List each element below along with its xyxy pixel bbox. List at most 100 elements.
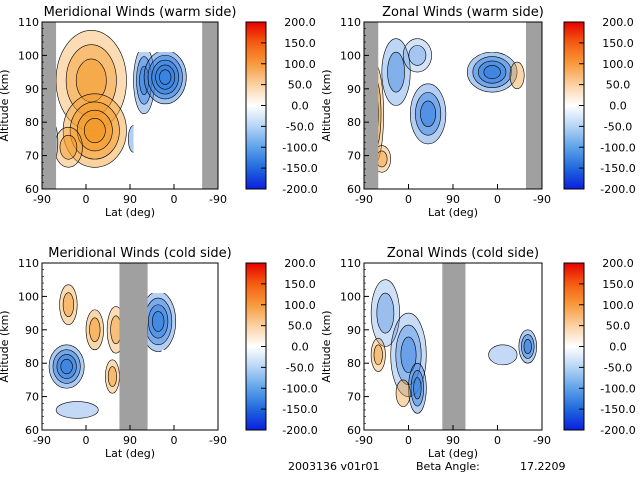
- panel-title: Zonal Winds (cold side): [387, 246, 539, 261]
- panel-title: Meridional Winds (warm side): [44, 5, 237, 20]
- contour-region: [60, 359, 73, 375]
- x-tick-label: 0: [405, 434, 412, 447]
- colorbar-tick-label: 200.0: [602, 257, 634, 270]
- colorbar-tick-label: 100.0: [602, 58, 634, 71]
- y-tick-label: 80: [347, 357, 361, 370]
- y-tick-label: 90: [347, 324, 361, 337]
- y-tick-label: 110: [340, 257, 361, 270]
- blank-region: [456, 108, 526, 189]
- colorbar-tick-label: 0.0: [291, 341, 309, 354]
- y-tick-label: 110: [18, 257, 39, 270]
- blank-region: [133, 22, 203, 53]
- x-tick-label: 90: [446, 193, 460, 206]
- beta-angle-value: 17.2209: [520, 460, 566, 473]
- x-tick-label: -90: [33, 434, 51, 447]
- colorbar-tick-label: 150.0: [284, 278, 316, 291]
- contour-region: [59, 134, 78, 160]
- colorbar-tick-label: -50.0: [604, 361, 632, 374]
- contour-region: [89, 317, 101, 343]
- contour-region: [420, 100, 437, 128]
- wind-panel-2: Zonal Winds (warm side) 60 70 80 90 100 110 -90…: [320, 5, 636, 219]
- figure-footer: 2003136 v01r01 Beta Angle: 17.2209: [288, 460, 566, 473]
- y-tick-label: 70: [347, 391, 361, 404]
- y-tick-label: 80: [347, 116, 361, 129]
- x-tick-label: 90: [123, 193, 137, 206]
- y-tick-label: 60: [25, 183, 39, 196]
- x-tick-label: -90: [209, 434, 227, 447]
- contour-region: [151, 311, 165, 332]
- y-tick-label: 90: [347, 83, 361, 96]
- blank-region: [147, 263, 218, 294]
- colorbar-tick-label: 0.0: [609, 100, 627, 113]
- y-tick-label: 100: [18, 290, 39, 303]
- contour-region: [483, 65, 501, 80]
- contour-region: [159, 69, 172, 85]
- y-tick-label: 70: [347, 150, 361, 163]
- y-tick-label: 60: [25, 424, 39, 437]
- x-tick-label: -90: [355, 434, 373, 447]
- y-axis-label: Altitude (km): [320, 310, 333, 382]
- wind-panel-4: Zonal Winds (cold side) 60 70 80 90 100 110 -90…: [320, 246, 636, 460]
- colorbar-tick-label: -150.0: [282, 162, 317, 175]
- blank-region: [161, 349, 218, 430]
- colorbar-tick-label: 150.0: [602, 37, 634, 50]
- x-axis-label: Lat (deg): [105, 447, 155, 460]
- y-tick-label: 90: [25, 83, 39, 96]
- no-data-band: [202, 22, 218, 189]
- x-tick-label: 0: [171, 193, 178, 206]
- wind-panel-3: Meridional Winds (cold side) 60 70 80 90 100 1…: [0, 246, 318, 460]
- no-data-band: [42, 22, 57, 189]
- x-tick-label: -90: [533, 193, 551, 206]
- contour-region: [488, 344, 518, 366]
- colorbar-tick-label: 150.0: [602, 278, 634, 291]
- colorbar-tick-label: -200.0: [282, 183, 317, 196]
- colorbar-tick-label: -150.0: [600, 162, 635, 175]
- colorbar-tick-label: -50.0: [286, 361, 314, 374]
- colorbar-tick-label: -100.0: [282, 141, 317, 154]
- contour-region: [509, 61, 525, 90]
- y-axis-label: Altitude (km): [0, 310, 11, 382]
- colorbar-tick-label: 0.0: [609, 341, 627, 354]
- colorbar-tick-label: -150.0: [282, 403, 317, 416]
- contour-field: [48, 263, 218, 430]
- x-axis-label: Lat (deg): [428, 447, 478, 460]
- y-tick-label: 110: [18, 16, 39, 29]
- x-tick-label: -90: [209, 193, 227, 206]
- contour-region: [387, 51, 405, 93]
- date-version-label: 2003136 v01r01: [288, 460, 380, 473]
- colorbar-tick-label: -200.0: [282, 424, 317, 437]
- colorbar-tick-label: -100.0: [600, 141, 635, 154]
- colorbar-tick-label: -200.0: [600, 424, 635, 437]
- contour-region: [400, 336, 417, 374]
- contour-region: [370, 337, 386, 372]
- contour-region: [373, 344, 383, 366]
- contour-region: [523, 339, 532, 354]
- colorbar-tick-label: 0.0: [291, 100, 309, 113]
- x-tick-label: 0: [83, 193, 90, 206]
- colorbar-tick-label: 100.0: [284, 299, 316, 312]
- colorbar-tick-label: -50.0: [604, 120, 632, 133]
- y-axis-label: Altitude (km): [0, 69, 11, 141]
- y-tick-label: 60: [347, 183, 361, 196]
- contour-region: [408, 45, 427, 66]
- y-tick-label: 60: [347, 424, 361, 437]
- contour-region: [83, 118, 106, 144]
- y-axis-label: Altitude (km): [320, 69, 333, 141]
- colorbar-tick-label: 150.0: [284, 37, 316, 50]
- y-tick-label: 70: [25, 150, 39, 163]
- colorbar-tick-label: 100.0: [284, 58, 316, 71]
- x-tick-label: 0: [83, 434, 90, 447]
- colorbar-tick-label: 50.0: [606, 79, 631, 92]
- contour-region: [402, 38, 432, 73]
- x-tick-label: 0: [494, 434, 501, 447]
- panel-title: Meridional Winds (cold side): [48, 246, 231, 261]
- contour-region: [395, 379, 411, 407]
- wind-panel-1: Meridional Winds (warm side) 60 70 80 90 100 1…: [0, 5, 318, 219]
- x-axis-label: Lat (deg): [428, 206, 478, 219]
- colorbar-tick-label: 200.0: [602, 16, 634, 29]
- contour-region: [62, 292, 74, 318]
- contour-region: [75, 58, 107, 103]
- contour-region: [376, 292, 395, 334]
